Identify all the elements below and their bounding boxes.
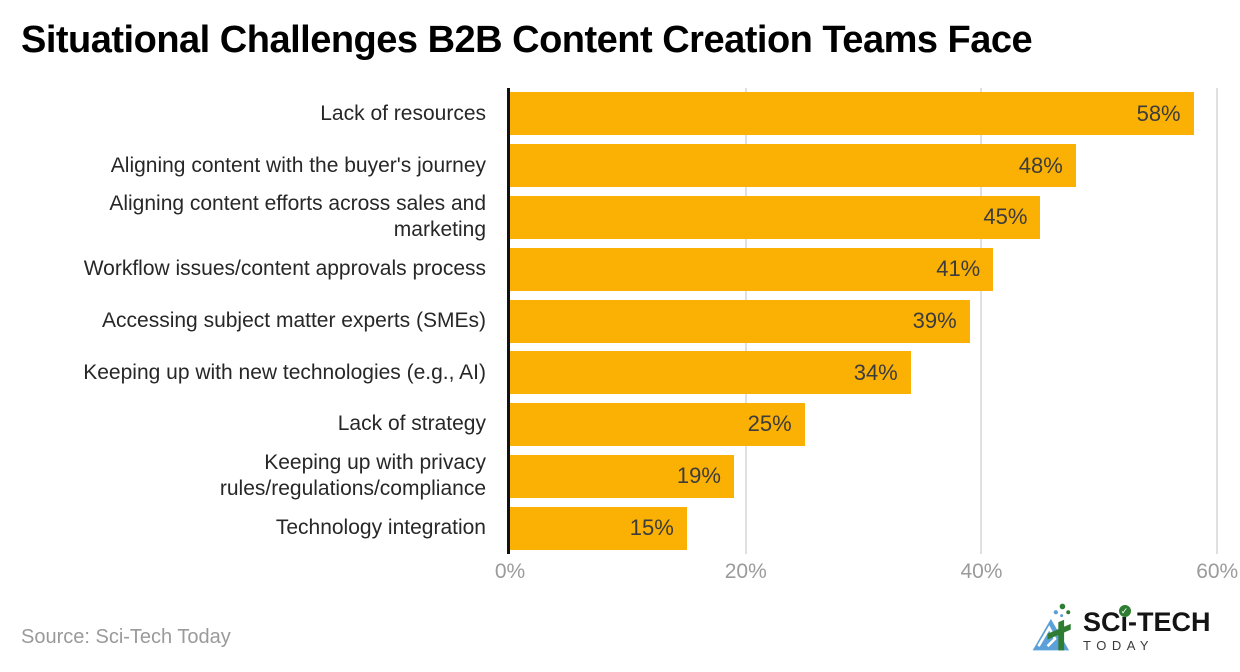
chart-row: Technology integration 15%: [0, 502, 1229, 554]
bar-track: 39%: [510, 299, 1229, 343]
source-note: Source: Sci-Tech Today: [21, 626, 231, 648]
chart-row: Lack of resources 58%: [0, 88, 1229, 140]
bar-track: 19%: [510, 454, 1229, 498]
bar-track: 25%: [510, 402, 1229, 446]
x-tick-label: 20%: [724, 560, 767, 583]
gridline: [1216, 88, 1219, 554]
bar: 48%: [510, 144, 1076, 188]
bar-track: 45%: [510, 195, 1229, 239]
bar: 39%: [510, 299, 970, 343]
category-label: Keeping up with privacy rules/regulation…: [219, 451, 486, 501]
bar-value-label: 19%: [676, 463, 721, 489]
logo-check-icon: ✓: [1118, 605, 1131, 617]
category-label: Workflow issues/content approvals proces…: [83, 257, 486, 281]
category-label: Technology integration: [275, 516, 486, 540]
bar: 15%: [510, 506, 687, 550]
x-tick-label: 60%: [1196, 560, 1239, 583]
logo-text: SCı ✓ -TECH TODAY: [1083, 605, 1211, 653]
sci-tech-today-logo: SCı ✓ -TECH TODAY: [1031, 601, 1211, 655]
bar-value-label: 34%: [853, 359, 898, 385]
bar-value-label: 15%: [629, 515, 674, 541]
category-label: Keeping up with new technologies (e.g., …: [83, 360, 486, 384]
bar-value-label: 41%: [936, 256, 981, 282]
bar-value-label: 58%: [1136, 100, 1181, 126]
bar-track: 48%: [510, 144, 1229, 188]
category-label: Accessing subject matter experts (SMEs): [102, 309, 486, 333]
category-label: Aligning content efforts across sales an…: [109, 192, 486, 242]
bar-value-label: 25%: [747, 411, 792, 437]
x-axis-labels: 0% 20% 40% 60%: [0, 560, 1240, 586]
bar: 41%: [510, 247, 994, 291]
chart-row: Keeping up with privacy rules/regulation…: [0, 450, 1229, 502]
bar-track: 41%: [510, 247, 1229, 291]
bar: 45%: [510, 195, 1041, 239]
chart-row: Aligning content efforts across sales an…: [0, 191, 1229, 243]
chart-row: Workflow issues/content approvals proces…: [0, 243, 1229, 295]
bar-value-label: 39%: [912, 308, 957, 334]
bar: 34%: [510, 351, 911, 395]
x-tick-label: 0%: [494, 560, 526, 583]
logo-secondary-text: TODAY: [1083, 638, 1155, 653]
category-label: Aligning content with the buyer's journe…: [110, 153, 486, 177]
logo-triangle-icon: [1032, 603, 1071, 651]
bar-value-label: 45%: [983, 204, 1028, 230]
chart-row: Aligning content with the buyer's journe…: [0, 140, 1229, 192]
gridline: [980, 88, 983, 554]
category-label: Lack of resources: [320, 101, 486, 125]
bar-rows: Lack of resources 58% Aligning content wit…: [0, 88, 1229, 554]
bar: 58%: [510, 92, 1194, 136]
bar-value-label: 48%: [1018, 152, 1063, 178]
bar-track: 58%: [510, 92, 1229, 136]
logo-primary-text: SCı ✓ -TECH: [1083, 605, 1211, 637]
bar-track: 34%: [510, 351, 1229, 395]
chart-row: Keeping up with new technologies (e.g., …: [0, 347, 1229, 399]
chart-row: Accessing subject matter experts (SMEs) 3…: [0, 295, 1229, 347]
y-axis-line: [507, 88, 510, 554]
bar: 19%: [510, 454, 734, 498]
category-label: Lack of strategy: [337, 412, 486, 436]
bar-track: 15%: [510, 506, 1229, 550]
x-tick-label: 40%: [960, 560, 1003, 583]
chart-row: Lack of strategy 25%: [0, 399, 1229, 451]
chart-title: Situational Challenges B2B Content Creat…: [21, 19, 1033, 61]
bar: 25%: [510, 402, 805, 446]
